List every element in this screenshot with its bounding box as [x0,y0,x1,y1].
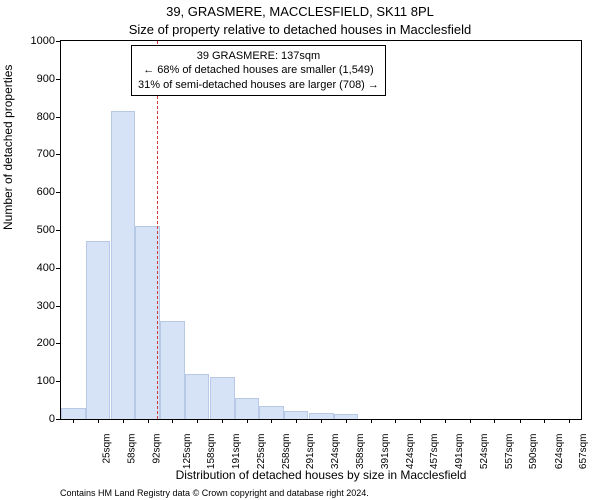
x-tick-mark [222,419,223,423]
x-axis-label: Distribution of detached houses by size … [60,468,582,482]
x-tick-label: 457sqm [429,434,440,470]
x-tick-label: 524sqm [479,434,490,470]
histogram-bar [210,377,235,419]
histogram-bar [235,398,260,419]
y-tick-label: 900 [15,73,55,85]
x-tick-mark [371,419,372,423]
x-tick-mark [445,419,446,423]
y-tick-label: 300 [15,300,55,312]
footer-attribution: Contains HM Land Registry data © Crown c… [60,488,582,500]
x-tick-label: 358sqm [355,434,366,470]
x-tick-mark [123,419,124,423]
x-tick-mark [197,419,198,423]
histogram-bar [86,241,111,419]
y-tick-mark [56,117,60,118]
x-tick-label: 391sqm [380,434,391,470]
y-tick-mark [56,41,60,42]
x-tick-mark [420,419,421,423]
x-tick-label: 92sqm [152,434,163,464]
x-tick-mark [296,419,297,423]
x-tick-mark [321,419,322,423]
x-tick-mark [346,419,347,423]
x-tick-label: 424sqm [405,434,416,470]
x-tick-mark [544,419,545,423]
y-tick-label: 1000 [15,35,55,47]
x-tick-label: 25sqm [102,434,113,464]
x-tick-mark [569,419,570,423]
x-tick-mark [271,419,272,423]
annotation-line-2: ← 68% of detached houses are smaller (1,… [138,63,379,77]
y-tick-label: 400 [15,262,55,274]
x-tick-mark [395,419,396,423]
y-tick-mark [56,154,60,155]
footer-line-1: Contains HM Land Registry data © Crown c… [60,488,582,499]
y-tick-mark [56,343,60,344]
y-tick-label: 200 [15,337,55,349]
histogram-bar [259,406,284,419]
chart-container: 39, GRASMERE, MACCLESFIELD, SK11 8PL Siz… [0,0,600,500]
x-tick-label: 291sqm [306,434,317,470]
histogram-bar [61,408,86,419]
y-tick-mark [56,192,60,193]
x-tick-label: 58sqm [126,434,137,464]
reference-line [157,41,158,419]
x-tick-label: 191sqm [231,434,242,470]
annotation-box: 39 GRASMERE: 137sqm← 68% of detached hou… [131,45,386,96]
x-tick-mark [470,419,471,423]
plot-area: 39 GRASMERE: 137sqm← 68% of detached hou… [60,40,582,420]
x-tick-label: 125sqm [182,434,193,470]
x-tick-mark [494,419,495,423]
x-tick-label: 624sqm [554,434,565,470]
x-tick-label: 590sqm [528,434,539,470]
x-tick-mark [148,419,149,423]
annotation-line-1: 39 GRASMERE: 137sqm [138,49,379,63]
x-tick-label: 158sqm [206,434,217,470]
x-tick-label: 324sqm [330,434,341,470]
y-tick-mark [56,79,60,80]
x-tick-label: 557sqm [504,434,515,470]
chart-title: Size of property relative to detached ho… [0,22,600,37]
x-tick-mark [98,419,99,423]
histogram-bar [111,111,136,419]
y-tick-mark [56,268,60,269]
x-tick-label: 491sqm [455,434,466,470]
y-tick-mark [56,230,60,231]
histogram-bar [284,411,309,419]
y-tick-mark [56,381,60,382]
x-tick-mark [172,419,173,423]
histogram-bar [160,321,185,419]
x-tick-label: 225sqm [256,434,267,470]
x-tick-mark [73,419,74,423]
y-tick-label: 100 [15,375,55,387]
y-tick-label: 500 [15,224,55,236]
supertitle: 39, GRASMERE, MACCLESFIELD, SK11 8PL [0,4,600,19]
y-tick-mark [56,306,60,307]
x-tick-mark [247,419,248,423]
y-tick-label: 600 [15,186,55,198]
y-tick-label: 0 [15,413,55,425]
y-tick-mark [56,419,60,420]
x-tick-label: 258sqm [281,434,292,470]
y-tick-label: 800 [15,111,55,123]
y-tick-label: 700 [15,148,55,160]
histogram-bar [185,374,210,419]
x-tick-label: 657sqm [578,434,589,470]
annotation-line-3: 31% of semi-detached houses are larger (… [138,78,379,92]
x-tick-mark [520,419,521,423]
y-axis-label: Number of detached properties [1,65,15,230]
